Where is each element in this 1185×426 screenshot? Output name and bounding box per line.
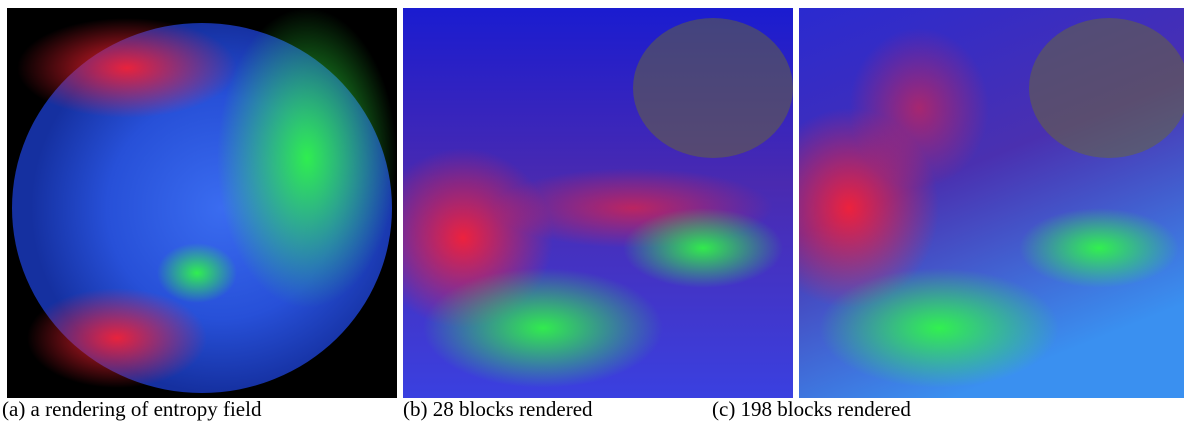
- caption: (c) 198 blocks rendered: [712, 397, 911, 422]
- figure: (a) a rendering of entropy field (b) 28 …: [0, 0, 1185, 426]
- caption: (a) a rendering of entropy field: [2, 397, 261, 422]
- caption: (b) 28 blocks rendered: [403, 397, 593, 422]
- partial-rendering-198: [799, 8, 1184, 398]
- entropy-rendering: [7, 8, 397, 398]
- partial-rendering-28: [403, 8, 793, 398]
